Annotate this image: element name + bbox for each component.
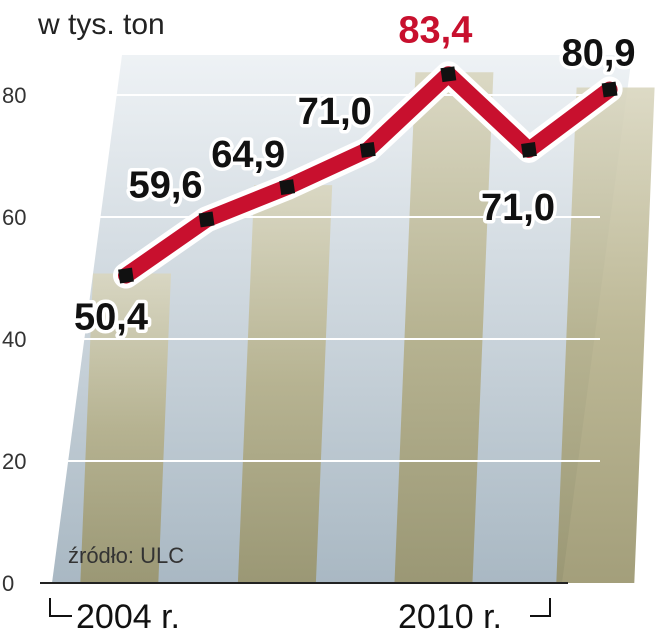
year-bands — [80, 72, 655, 584]
value-label: 71,0 — [481, 187, 555, 229]
x-range: 2004 r. 2010 r. — [49, 598, 551, 636]
y-tick-label: 60 — [2, 205, 26, 230]
year-band — [394, 72, 494, 583]
gridlines — [40, 94, 600, 462]
value-label: 64,9 — [211, 134, 285, 176]
data-point — [359, 141, 376, 158]
x-range-bracket-right — [530, 598, 551, 617]
y-tick-label: 0 — [2, 571, 14, 596]
data-point — [601, 81, 618, 98]
unit-label: w tys. ton — [37, 8, 165, 41]
y-tick-label: 80 — [2, 83, 26, 108]
value-label: 59,6 — [129, 164, 203, 206]
y-tick-labels: 0 20 40 60 80 — [2, 83, 26, 596]
value-label: 83,4 — [398, 9, 472, 51]
plot-background — [40, 55, 655, 584]
y-tick-label: 40 — [2, 327, 26, 352]
data-point — [198, 211, 215, 228]
year-band — [80, 273, 171, 583]
source-label: źródło: ULC — [68, 543, 184, 568]
x-range-start-label: 2004 r. — [76, 598, 180, 636]
x-range-bracket-left — [49, 598, 72, 617]
value-label: 80,9 — [562, 33, 636, 75]
year-band — [556, 87, 655, 583]
data-point — [521, 141, 537, 158]
data-point — [279, 179, 296, 196]
data-point — [118, 267, 134, 284]
x-range-end-label: 2010 r. — [398, 598, 502, 636]
year-band — [237, 185, 333, 584]
value-label: 71,0 — [298, 91, 372, 133]
data-point — [440, 66, 457, 83]
y-tick-label: 20 — [2, 449, 26, 474]
value-label: 50,4 — [74, 297, 148, 339]
value-labels: 50,4 59,664,9 71,0 83,4 71,0 80,9 — [71, 6, 640, 342]
data-points — [118, 66, 618, 284]
